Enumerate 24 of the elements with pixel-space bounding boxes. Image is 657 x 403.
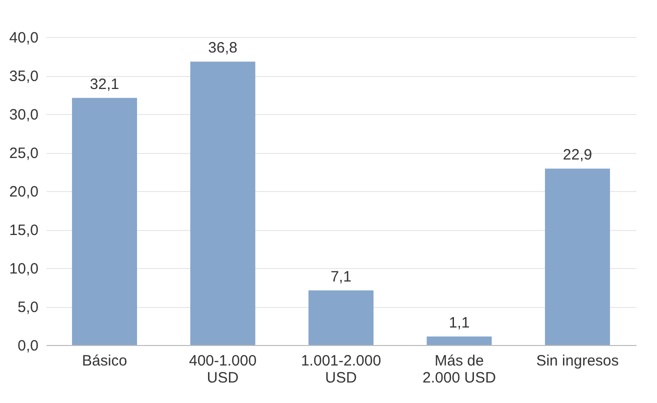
x-tick-label: Básico <box>82 352 128 370</box>
y-tick-label: 20,0 <box>9 184 38 200</box>
data-label: 22,9 <box>562 146 592 164</box>
x-tick-label: 400-1.000 USD <box>188 352 257 386</box>
x-tick-label: Sin ingresos <box>536 352 619 370</box>
y-tick-label: 15,0 <box>9 222 38 239</box>
y-tick-label: 5,0 <box>18 299 38 316</box>
y-tick-label: 35,0 <box>9 68 38 85</box>
bar <box>544 168 610 345</box>
y-tick-label: 25,0 <box>9 145 38 162</box>
y-tick-label: 40,0 <box>9 30 38 46</box>
bar <box>308 290 374 345</box>
data-label: 36,8 <box>208 40 238 57</box>
y-tick-label: 30,0 <box>9 106 38 124</box>
data-label: 7,1 <box>330 268 352 286</box>
x-tick-label: Más de 2.000 USD <box>422 352 496 386</box>
bar <box>426 336 492 345</box>
data-label: 1,1 <box>448 314 470 332</box>
x-tick-label: 1.001-2.000 USD <box>300 352 382 386</box>
y-tick-label: 0,0 <box>18 338 38 354</box>
data-label: 32,1 <box>90 76 120 93</box>
bar <box>190 62 256 345</box>
bar <box>72 98 138 345</box>
y-tick-label: 10,0 <box>9 260 38 278</box>
